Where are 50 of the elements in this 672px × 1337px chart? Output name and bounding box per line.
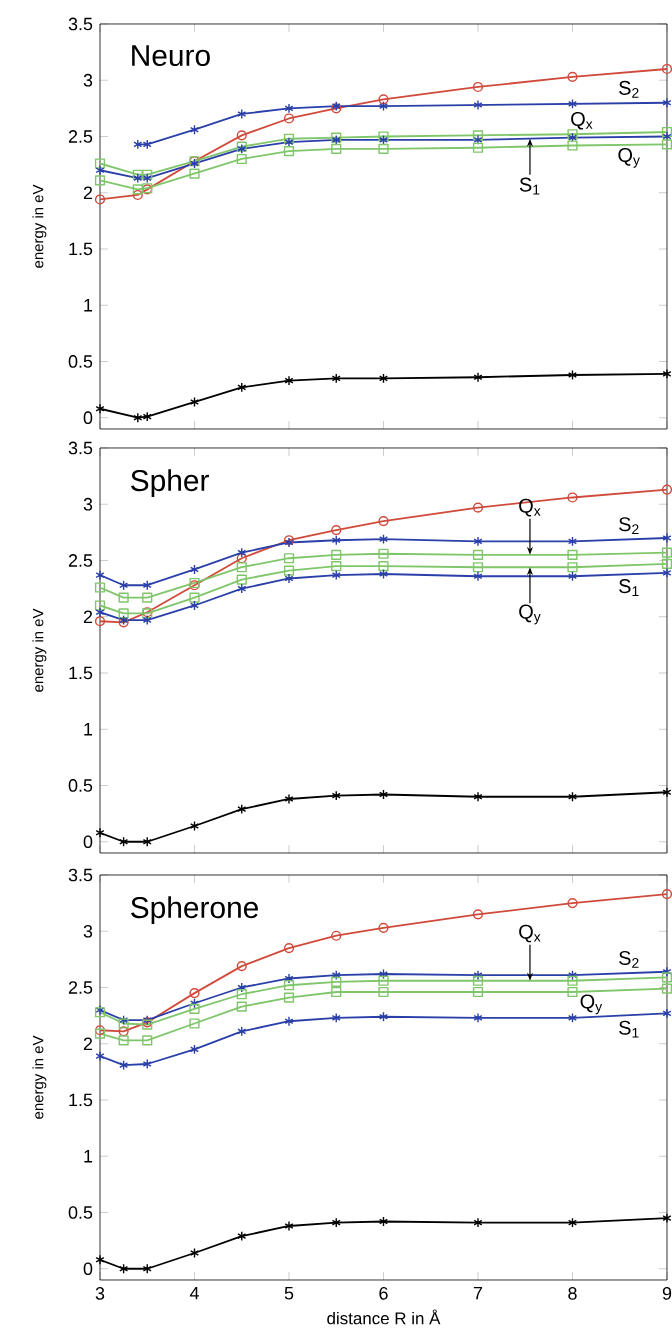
annotation: Q$_{x}$ bbox=[571, 111, 593, 130]
x-axis-title: distance R in Å bbox=[327, 1309, 441, 1325]
text: Neuro bbox=[132, 45, 210, 67]
y-tick-label: 2.5 bbox=[68, 554, 93, 567]
x-tick-label: 8 bbox=[568, 1287, 577, 1300]
y-axis-title: energy in eV bbox=[32, 608, 47, 692]
y-tick-label: 2 bbox=[83, 610, 93, 623]
y-tick-label: 1 bbox=[84, 1150, 93, 1163]
y-tick-label: 0.5 bbox=[68, 355, 93, 368]
annotation: Q$_{y}$ bbox=[618, 147, 640, 168]
x-tick-label: 5 bbox=[284, 1287, 294, 1300]
annotation: S$_{2}$ bbox=[619, 950, 639, 968]
x-tick-label: 6 bbox=[379, 1287, 388, 1300]
y-tick-label: 2 bbox=[83, 1037, 93, 1050]
y-tick-label: 2.5 bbox=[68, 130, 93, 143]
y-axis-title: energy in eV bbox=[32, 184, 47, 268]
y-tick-label: 1.5 bbox=[69, 242, 93, 256]
annotation: S$_{1}$ bbox=[619, 1020, 639, 1038]
annotation: Q$_{y}$ bbox=[580, 994, 603, 1015]
y-tick-label: 0 bbox=[83, 411, 93, 425]
annotation: Q$_{x}$ bbox=[519, 924, 541, 943]
text: Spherone bbox=[131, 896, 258, 925]
annotation: Q$_{x}$ bbox=[519, 498, 541, 517]
text: Spher bbox=[131, 469, 209, 498]
y-tick-label: 3.5 bbox=[68, 17, 93, 31]
x-tick-label: 9 bbox=[662, 1287, 672, 1300]
annotation: S$_{2}$ bbox=[619, 517, 639, 535]
y-tick-label: 1 bbox=[84, 723, 93, 736]
y-tick-label: 3.5 bbox=[68, 441, 93, 455]
y-tick-label: 1.5 bbox=[69, 666, 93, 680]
annotation: S$_{1}$ bbox=[519, 177, 540, 195]
y-tick-label: 1.5 bbox=[69, 1093, 93, 1107]
y-tick-label: 2 bbox=[83, 186, 93, 199]
annotation: S$_{1}$ bbox=[619, 579, 639, 596]
y-tick-label: 0.5 bbox=[68, 1206, 93, 1219]
y-tick-label: 0.5 bbox=[68, 779, 93, 792]
y-tick-label: 1 bbox=[84, 299, 93, 312]
y-tick-label: 0 bbox=[83, 835, 93, 849]
x-tick-label: 4 bbox=[189, 1287, 199, 1300]
annotation: S$_{2}$ bbox=[619, 80, 639, 98]
y-tick-label: 0 bbox=[83, 1262, 93, 1276]
x-tick-label: 7 bbox=[473, 1287, 483, 1300]
y-tick-label: 2.5 bbox=[68, 981, 93, 994]
y-tick-label: 3 bbox=[83, 497, 93, 511]
x-tick-label: 3 bbox=[95, 1287, 105, 1300]
annotation: Q$_{y}$ bbox=[519, 604, 541, 625]
y-axis-title: energy in eV bbox=[32, 1035, 47, 1119]
y-tick-label: 3 bbox=[83, 73, 93, 87]
y-tick-label: 3.5 bbox=[68, 868, 93, 882]
y-tick-label: 3 bbox=[83, 924, 93, 938]
